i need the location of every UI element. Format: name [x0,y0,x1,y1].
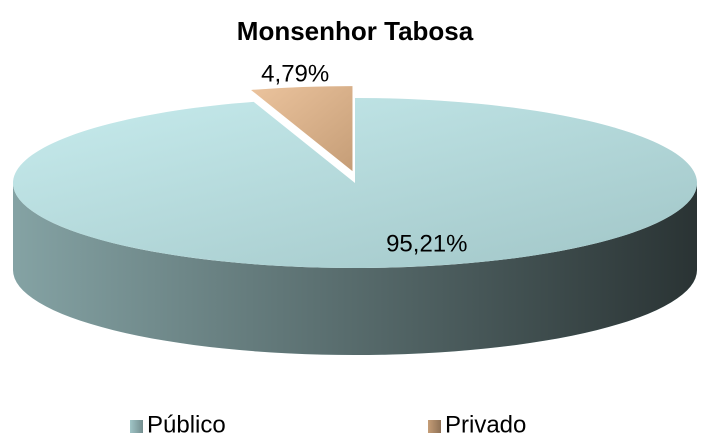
legend-label: Público [147,411,226,436]
slice-top-shade [251,86,353,172]
slice-side-shade [13,183,697,355]
legend-label: Privado [445,411,526,436]
data-label: 4,79% [261,61,329,88]
chart-title: Monsenhor Tabosa [237,16,474,46]
slice-top-shade [12,98,697,268]
data-label: 95,21% [386,230,467,257]
legend-swatch-shade [428,420,441,433]
legend-swatch-shade [130,420,143,433]
